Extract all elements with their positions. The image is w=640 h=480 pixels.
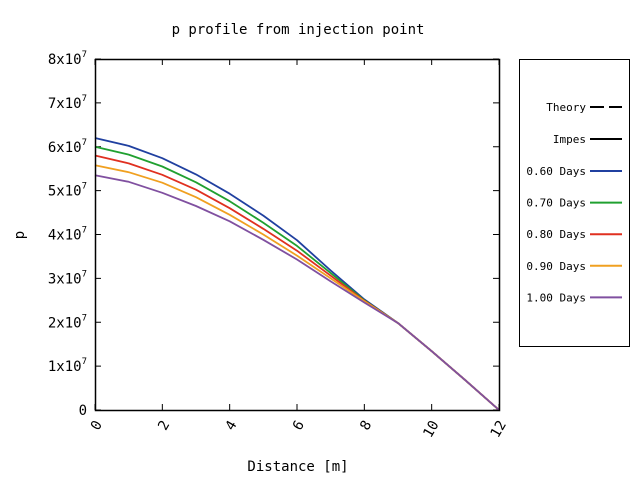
series-line-0-60-days <box>94 137 500 411</box>
y-tick-label: 4x107 <box>48 226 87 244</box>
series-line-0-90-days <box>94 164 500 411</box>
y-tick-exponent: 7 <box>82 357 87 367</box>
y-tick-label: 8x107 <box>48 50 87 68</box>
y-tick-label: 1x107 <box>48 357 87 375</box>
y-tick-base: 5x10 <box>48 184 82 200</box>
y-axis-label: p <box>12 231 28 239</box>
plot-frame <box>94 58 501 412</box>
y-tick-exponent: 7 <box>82 182 87 192</box>
x-tick-label: 10 <box>420 418 442 441</box>
y-tick-exponent: 7 <box>82 313 87 323</box>
x-tick-label: 4 <box>223 418 241 433</box>
y-tick-exponent: 7 <box>82 50 87 60</box>
y-tick-label: 5x107 <box>48 182 87 200</box>
y-tick-exponent: 7 <box>82 138 87 148</box>
y-tick-exponent: 7 <box>82 269 87 279</box>
legend-label: 0.60 Days <box>526 165 586 178</box>
legend-label: 0.70 Days <box>526 197 586 210</box>
series-line-0-70-days <box>94 145 500 411</box>
y-tick-label: 7x107 <box>48 94 87 112</box>
y-tick-base: 2x10 <box>48 315 82 331</box>
chart-title: p profile from injection point <box>172 22 425 38</box>
y-tick-base: 0 <box>79 403 87 419</box>
y-tick-exponent: 7 <box>82 94 87 104</box>
y-tick-base: 3x10 <box>48 271 82 287</box>
y-tick-label: 6x107 <box>48 138 87 156</box>
x-tick-label: 8 <box>357 418 375 433</box>
y-tick-exponent: 7 <box>82 226 87 236</box>
y-tick-base: 6x10 <box>48 140 82 156</box>
y-tick-label: 0 <box>79 403 87 419</box>
legend-label: 0.80 Days <box>526 228 586 241</box>
x-tick-label: 2 <box>155 418 173 433</box>
x-tick-label: 6 <box>290 418 308 433</box>
y-tick-base: 7x10 <box>48 96 82 112</box>
legend-label: Impes <box>553 133 586 146</box>
y-tick-label: 2x107 <box>48 313 87 331</box>
y-tick-base: 8x10 <box>48 52 82 68</box>
legend-label: 0.90 Days <box>526 260 586 273</box>
y-tick-label: 3x107 <box>48 269 87 287</box>
series-line-1-00-days <box>94 174 500 411</box>
legend-label: Theory <box>546 101 586 114</box>
x-tick-label: 0 <box>88 418 106 433</box>
series-line-0-80-days <box>94 154 500 411</box>
x-axis-label: Distance [m] <box>247 459 348 475</box>
y-tick-base: 4x10 <box>48 228 82 244</box>
legend-label: 1.00 Days <box>526 291 586 304</box>
x-tick-label: 12 <box>488 418 510 441</box>
y-tick-base: 1x10 <box>48 359 82 375</box>
